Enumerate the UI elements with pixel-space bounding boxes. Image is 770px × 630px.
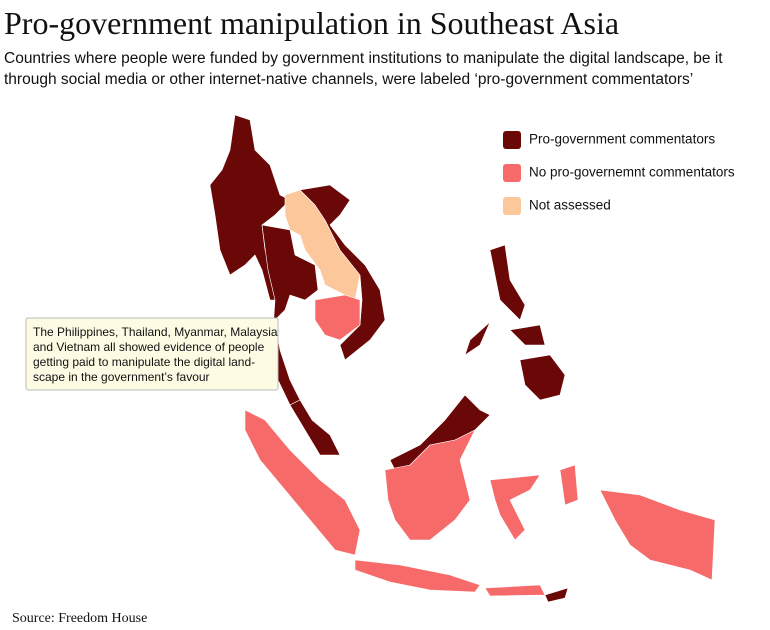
map bbox=[209, 114, 716, 603]
legend-label: Pro-government commentators bbox=[529, 132, 715, 147]
country bbox=[464, 321, 491, 356]
country bbox=[244, 409, 361, 556]
country bbox=[489, 474, 541, 541]
annotation-line: scape in the government’s favour bbox=[33, 370, 210, 384]
country bbox=[544, 587, 569, 603]
subtitle-line: through social media or other internet-n… bbox=[4, 71, 693, 88]
legend-swatch bbox=[503, 164, 521, 182]
annotation-line: The Philippines, Thailand, Myanmar, Mala… bbox=[33, 325, 278, 339]
country bbox=[559, 464, 579, 506]
legend-swatch bbox=[503, 131, 521, 149]
country bbox=[509, 324, 546, 346]
country bbox=[484, 584, 546, 597]
country bbox=[489, 244, 526, 321]
country bbox=[519, 354, 566, 401]
country bbox=[289, 399, 341, 456]
legend: Pro-government commentators No pro-govern… bbox=[503, 131, 735, 215]
annotation-box bbox=[25, 317, 279, 391]
annotation-line: getting paid to manipulate the digital l… bbox=[33, 355, 255, 369]
country bbox=[299, 184, 386, 361]
source: Source: Freedom House bbox=[12, 611, 147, 626]
annotation: The Philippines, Thailand, Myanmar, Mala… bbox=[25, 317, 279, 391]
subtitle-line: Countries where people were funded by go… bbox=[4, 50, 723, 67]
title: Pro-government manipulation in Southeast… bbox=[4, 5, 619, 41]
country bbox=[354, 559, 481, 593]
country bbox=[599, 489, 716, 581]
country bbox=[314, 294, 361, 341]
annotation-line: and Vietnam all showed evidence of peopl… bbox=[33, 340, 265, 354]
country bbox=[384, 429, 476, 541]
legend-label: No pro-governemnt commentators bbox=[529, 165, 735, 180]
legend-swatch bbox=[503, 197, 521, 215]
legend-label: Not assessed bbox=[529, 198, 611, 213]
